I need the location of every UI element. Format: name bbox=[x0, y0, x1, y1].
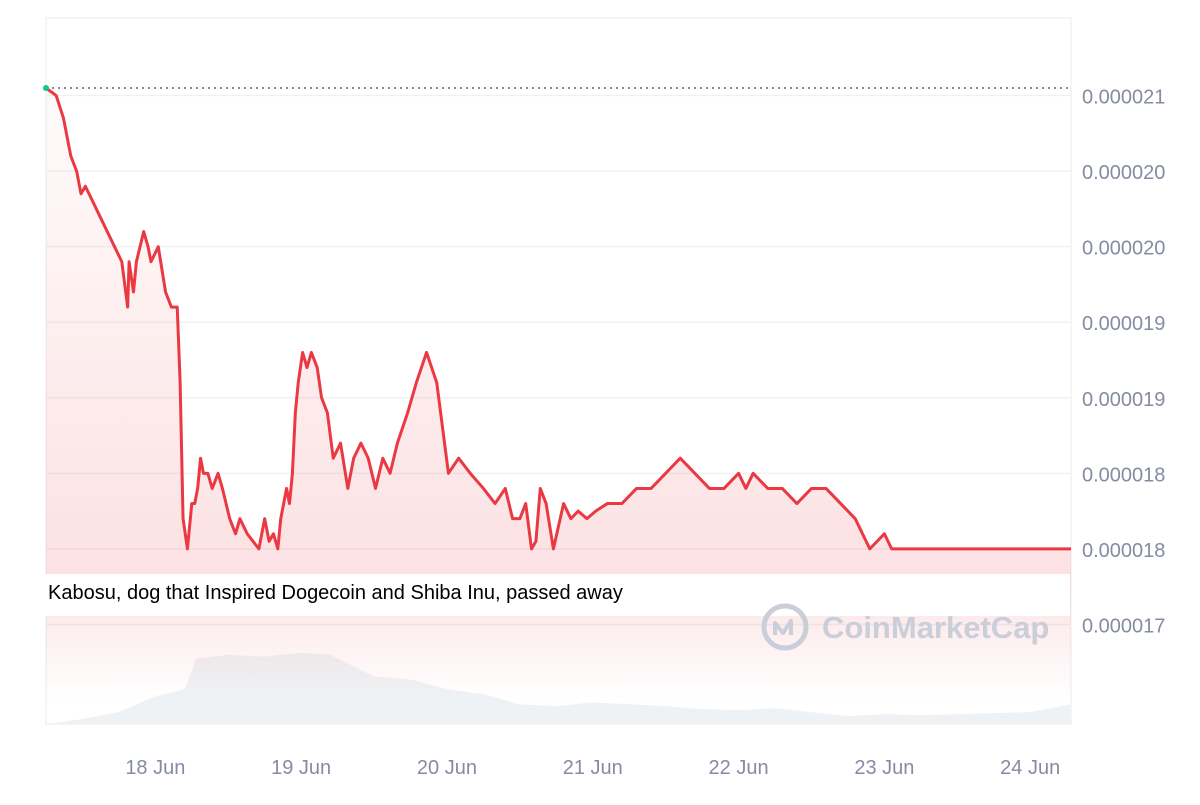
y-tick-label: 0.000021 bbox=[1082, 87, 1165, 109]
coinmarketcap-logo-icon bbox=[761, 603, 809, 651]
y-tick-label: 0.000019 bbox=[1082, 313, 1165, 335]
y-tick-label: 0.000017 bbox=[1082, 615, 1165, 637]
watermark-text: CoinMarketCap bbox=[822, 610, 1049, 645]
x-tick-label: 20 Jun bbox=[417, 757, 477, 779]
price-line bbox=[45, 86, 1071, 551]
y-axis-ticks: 0.000021 0.000020 0.000020 0.000019 0.000019… bbox=[1082, 87, 1165, 638]
y-tick-label: 0.000018 bbox=[1082, 540, 1165, 562]
x-tick-label: 24 Jun bbox=[1000, 757, 1060, 779]
price-area-fill bbox=[46, 88, 1071, 700]
x-tick-label: 23 Jun bbox=[854, 757, 914, 779]
x-tick-label: 22 Jun bbox=[709, 757, 769, 779]
x-axis-ticks: 18 Jun 19 Jun 20 Jun 21 Jun 22 Jun 23 Jun 24 J… bbox=[125, 757, 1060, 779]
price-line-path bbox=[45, 86, 1071, 551]
start-point-marker bbox=[43, 85, 49, 91]
price-area-path bbox=[46, 88, 1071, 700]
y-tick-label: 0.000020 bbox=[1082, 238, 1165, 260]
watermark: CoinMarketCap bbox=[761, 603, 1049, 651]
x-tick-label: 19 Jun bbox=[271, 757, 331, 779]
x-tick-label: 18 Jun bbox=[125, 757, 185, 779]
annotation-text: Kabosu, dog that Inspired Dogecoin and S… bbox=[48, 582, 623, 604]
y-tick-label: 0.000019 bbox=[1082, 389, 1165, 411]
x-tick-label: 21 Jun bbox=[563, 757, 623, 779]
y-tick-label: 0.000020 bbox=[1082, 162, 1165, 184]
y-tick-label: 0.000018 bbox=[1082, 464, 1165, 486]
annotation[interactable]: Kabosu, dog that Inspired Dogecoin and S… bbox=[45, 574, 1070, 616]
